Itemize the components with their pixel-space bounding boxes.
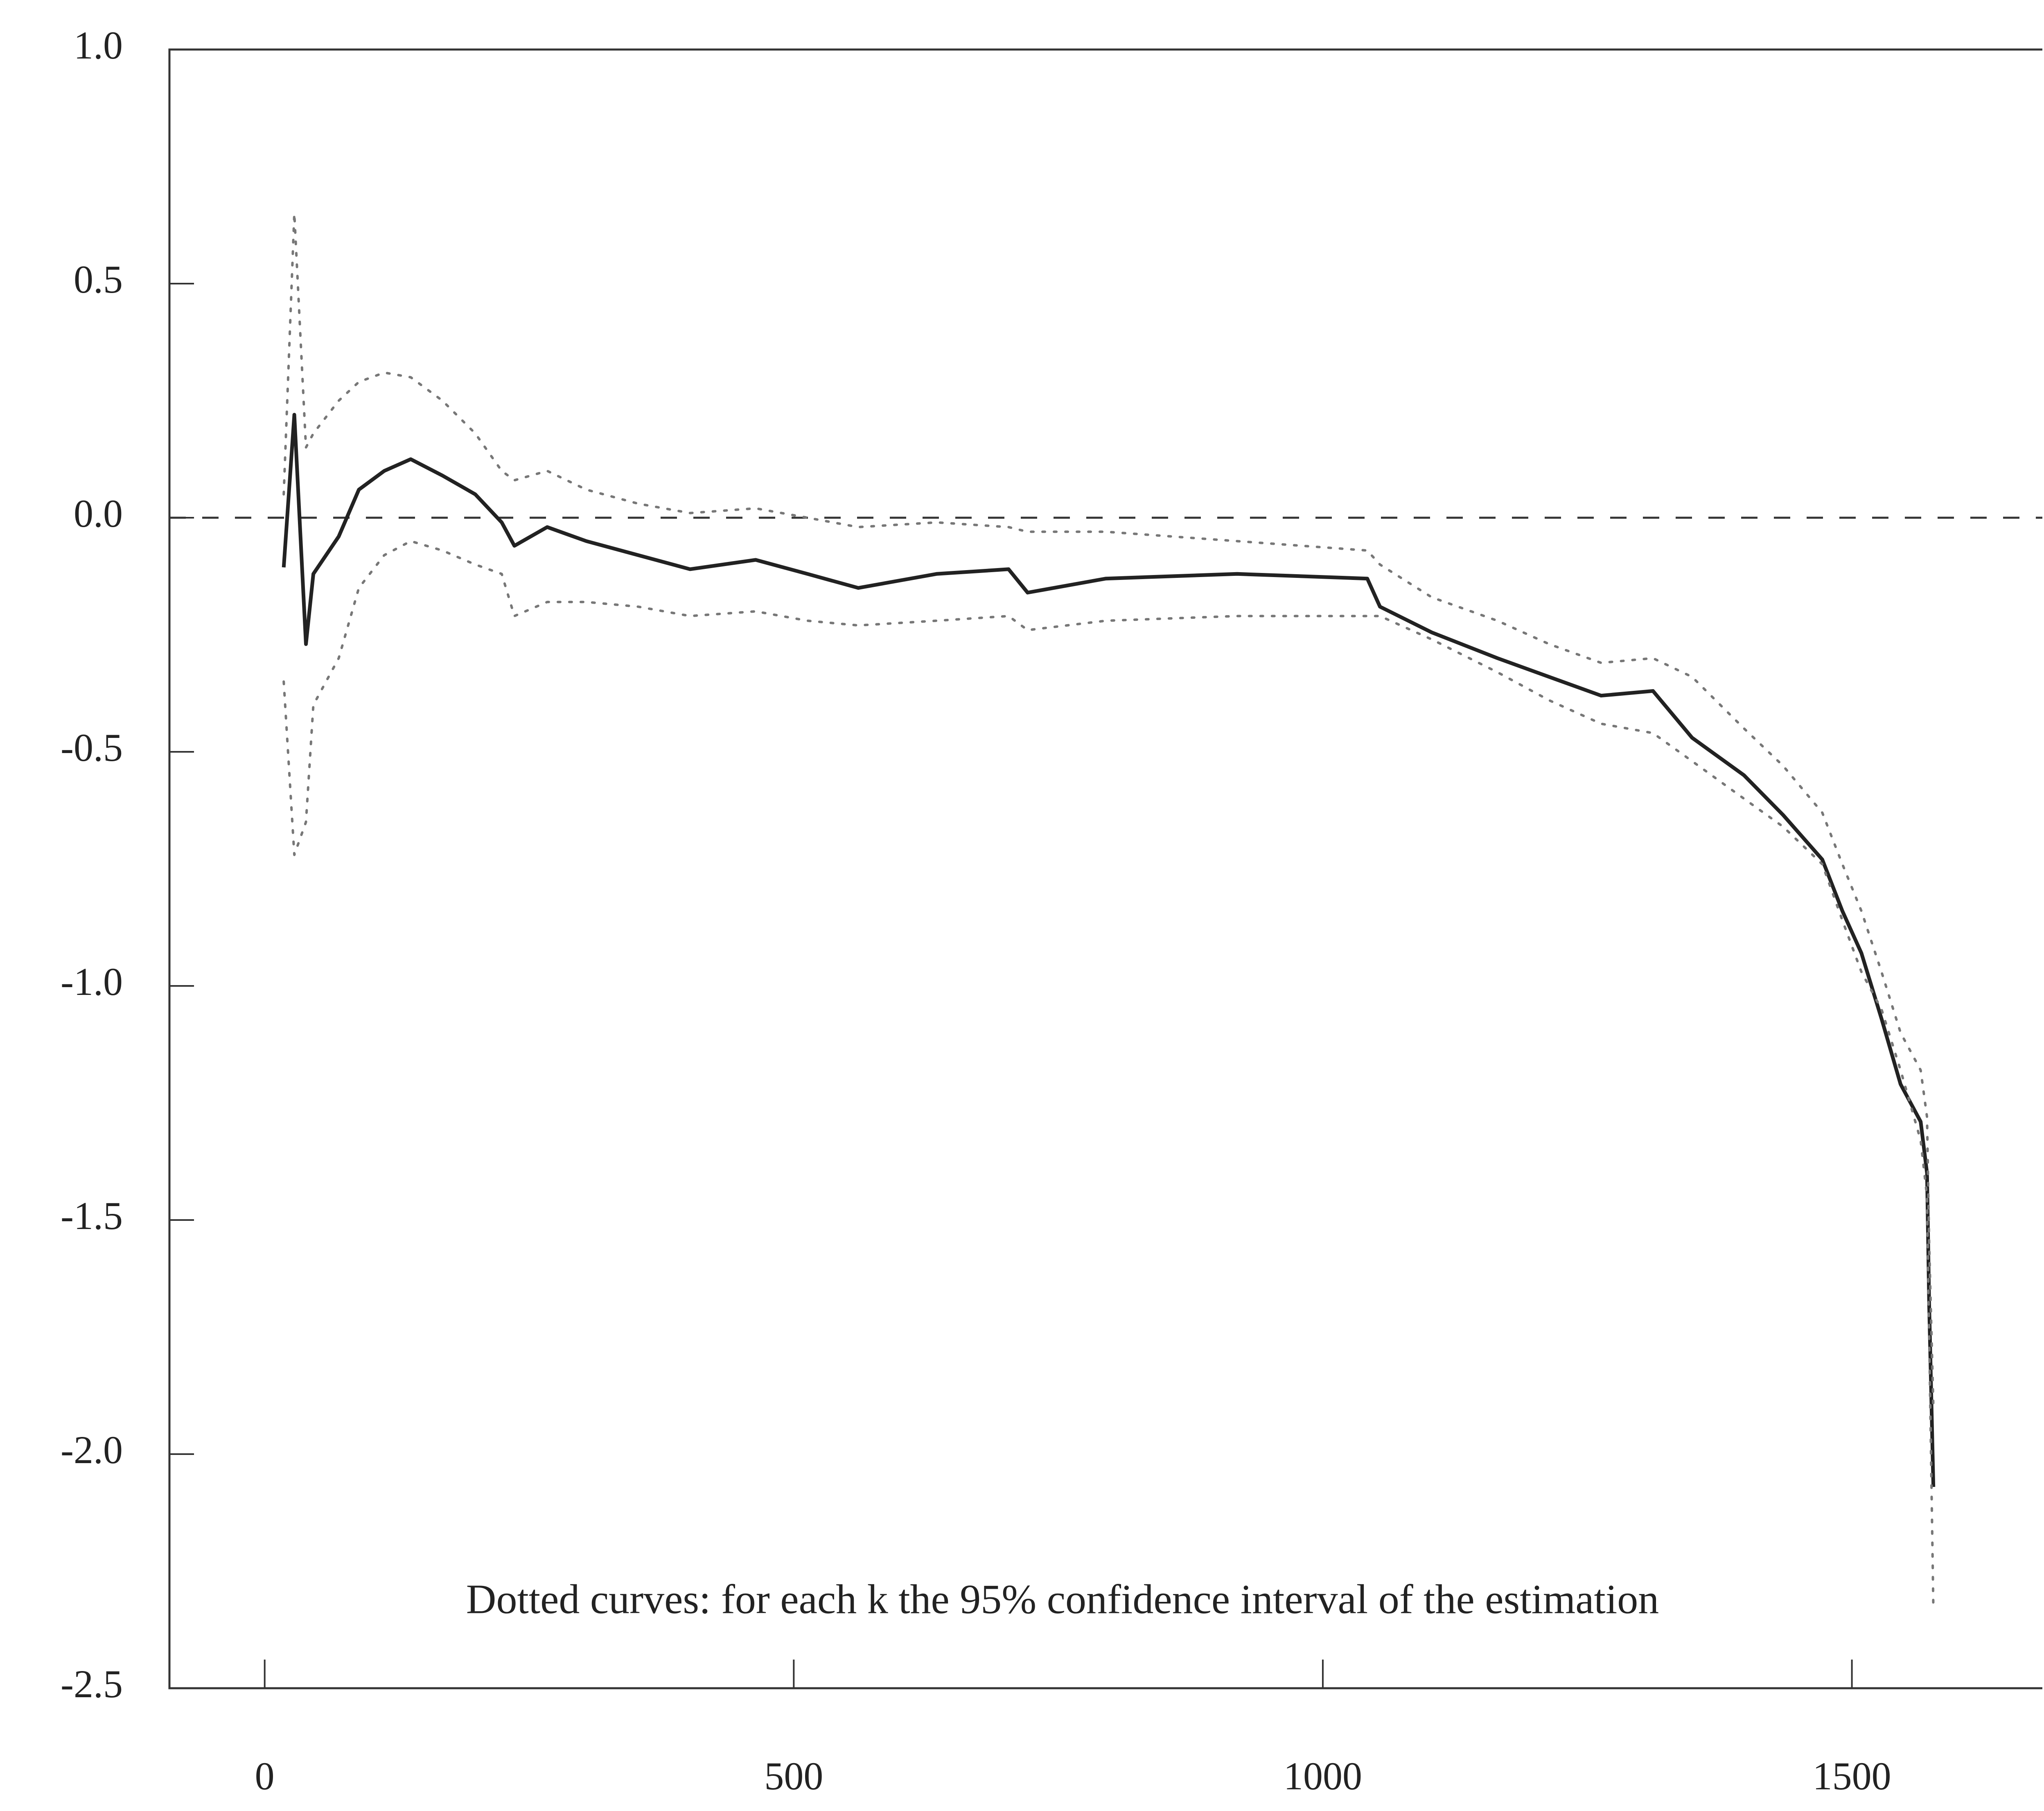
y-tick-label: 1.0	[74, 23, 123, 67]
estimate-line	[282, 413, 1936, 1487]
x-tick-label: 1500	[1813, 1754, 1891, 1798]
y-tick-label: 0.5	[74, 257, 123, 301]
x-tick-label: 500	[764, 1754, 823, 1798]
y-tick-label: -2.5	[61, 1662, 123, 1706]
axis-frame	[168, 48, 2042, 1689]
x-tick-label: 1000	[1284, 1754, 1362, 1798]
x-tick-label: 0	[255, 1754, 275, 1798]
y-tick-label: -0.5	[61, 726, 123, 769]
y-tick-label: -2.0	[61, 1428, 123, 1472]
confidence-curve	[282, 540, 1935, 1610]
annotation: Dotted curves: for each k the 95% confid…	[466, 1576, 1659, 1622]
y-tick-label: -1.5	[61, 1194, 123, 1238]
y-tick-label: -1.0	[61, 960, 123, 1004]
y-tick-label: 0.0	[74, 492, 123, 535]
confidence-curve	[282, 212, 1935, 1409]
